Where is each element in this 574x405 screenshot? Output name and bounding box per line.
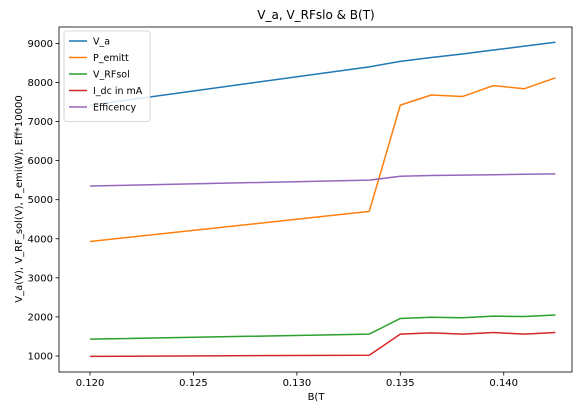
- y-tick-label: 5000: [28, 195, 53, 206]
- y-tick-label: 8000: [28, 78, 53, 89]
- legend-label: V_RFsol: [93, 70, 130, 81]
- x-tick-label: 0.125: [179, 378, 208, 389]
- y-axis-label: V_a(V), V_RF_sol(V), P_emi(W), Eff*10000: [14, 95, 25, 302]
- series-line-1: [89, 77, 556, 243]
- y-tick-label: 2000: [28, 312, 53, 323]
- series-layer: [89, 41, 556, 358]
- x-axis-label: B(T: [308, 392, 326, 403]
- y-tick-label: 4000: [28, 234, 53, 245]
- y-tick-label: 9000: [28, 39, 53, 50]
- series-line-3: [90, 331, 556, 358]
- series-line-0: [89, 41, 556, 106]
- y-tick-label: 1000: [28, 351, 53, 362]
- legend-label: I_dc in mA: [93, 86, 143, 97]
- y-tick-label: 3000: [28, 273, 53, 284]
- legend: V_a P_emitt V_RFsol I_dc in mA Efficency: [63, 30, 151, 122]
- y-tick-label: 6000: [28, 156, 53, 167]
- series-line-2: [90, 314, 556, 340]
- legend-label: P_emitt: [93, 53, 129, 64]
- y-axis: 1000 2000 3000 4000 5000 6000 7000 8000 9000: [28, 39, 59, 362]
- chart-title: V_a, V_RFslo & B(T): [257, 8, 374, 22]
- legend-label: V_a: [93, 37, 110, 48]
- x-axis: 0.120 0.125 0.130 0.135 0.140: [76, 372, 518, 389]
- series-line-4: [90, 173, 556, 187]
- x-tick-label: 0.130: [283, 378, 312, 389]
- legend-label: Efficency: [93, 103, 136, 114]
- x-tick-label: 0.140: [489, 378, 518, 389]
- x-tick-label: 0.135: [386, 378, 415, 389]
- legend-box: [63, 30, 151, 122]
- y-tick-label: 7000: [28, 117, 53, 128]
- x-tick-label: 0.120: [76, 378, 105, 389]
